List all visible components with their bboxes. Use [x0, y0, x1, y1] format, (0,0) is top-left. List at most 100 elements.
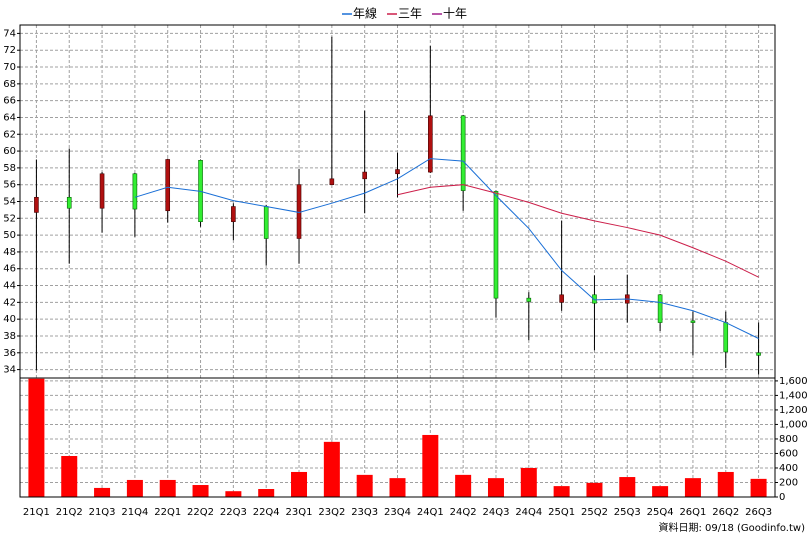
- x-tick-label: 22Q2: [187, 507, 214, 518]
- candle-body: [263, 206, 269, 239]
- bar: [389, 478, 406, 497]
- y2-tick-label: 400: [779, 463, 798, 474]
- y-tick-label: 42: [3, 297, 16, 308]
- candle-body: [493, 191, 499, 299]
- bar: [422, 434, 439, 497]
- candle-body: [756, 352, 761, 356]
- y-tick-label: 34: [3, 365, 16, 376]
- bar: [586, 482, 603, 497]
- x-tick-label: 21Q2: [56, 507, 83, 518]
- bar: [126, 479, 143, 497]
- candle-body: [34, 196, 39, 213]
- y2-tick-label: 200: [779, 477, 798, 488]
- candle-body: [526, 297, 532, 302]
- y-tick-label: 48: [3, 247, 16, 258]
- x-tick-label: 24Q2: [450, 507, 477, 518]
- candle-body: [132, 173, 138, 210]
- bar: [652, 486, 669, 497]
- candle-body: [329, 178, 335, 185]
- bar: [520, 467, 537, 497]
- candle-body: [362, 171, 367, 180]
- bar: [323, 441, 340, 497]
- bar: [717, 471, 734, 497]
- line-series: [397, 184, 759, 278]
- bar: [356, 474, 373, 497]
- bar: [192, 485, 209, 497]
- candle-body: [559, 294, 564, 303]
- candle-body: [592, 294, 597, 304]
- x-tick-label: 26Q1: [679, 507, 706, 518]
- x-tick-label: 21Q3: [89, 507, 116, 518]
- bar: [94, 487, 111, 497]
- y-tick-label: 52: [3, 213, 16, 224]
- x-tick-label: 25Q3: [614, 507, 641, 518]
- x-tick-label: 22Q3: [220, 507, 247, 518]
- y-tick-label: 36: [3, 348, 16, 359]
- plot-frame: [19, 24, 776, 498]
- bar: [61, 456, 78, 497]
- bar: [28, 378, 45, 497]
- x-tick-label: 26Q2: [712, 507, 739, 518]
- candle-body: [428, 115, 433, 173]
- y-tick-label: 46: [3, 264, 16, 275]
- x-tick-label: 25Q2: [581, 507, 608, 518]
- legend-label: 年線: [353, 6, 377, 21]
- x-tick-label: 23Q1: [286, 507, 313, 518]
- bar: [684, 478, 701, 497]
- y2-tick-label: 1,400: [779, 390, 808, 401]
- x-tick-label: 24Q4: [515, 507, 542, 518]
- bar: [455, 474, 472, 497]
- y2-tick-label: 1,200: [779, 405, 808, 416]
- candle-body: [657, 294, 663, 323]
- x-tick-label: 22Q1: [154, 507, 181, 518]
- y-tick-label: 40: [3, 314, 16, 325]
- y-tick-label: 68: [3, 79, 16, 90]
- candle-body: [231, 206, 236, 222]
- line-series: [134, 158, 759, 339]
- x-tick-label: 23Q4: [384, 507, 411, 518]
- x-tick-label: 22Q4: [253, 507, 280, 518]
- x-tick-label: 21Q4: [121, 507, 148, 518]
- bar: [225, 491, 242, 497]
- x-tick-label: 23Q2: [318, 507, 345, 518]
- y2-tick-label: 1,000: [779, 419, 808, 430]
- y-tick-label: 38: [3, 331, 16, 342]
- x-tick-label: 23Q3: [351, 507, 378, 518]
- y-tick-label: 60: [3, 146, 16, 157]
- y-tick-label: 50: [3, 230, 16, 241]
- y-tick-label: 56: [3, 180, 16, 191]
- candle-body: [723, 322, 729, 353]
- y-tick-label: 54: [3, 197, 16, 208]
- candle-body: [460, 115, 466, 191]
- y-tick-label: 74: [3, 28, 16, 39]
- y2-tick-label: 800: [779, 434, 798, 445]
- legend-label: 十年: [443, 7, 467, 21]
- y2-tick-label: 1,600: [779, 376, 808, 387]
- bar: [291, 471, 308, 497]
- y-tick-label: 72: [3, 45, 16, 56]
- x-tick-label: 21Q1: [23, 507, 50, 518]
- x-tick-label: 26Q3: [745, 507, 772, 518]
- y2-tick-label: 600: [779, 448, 798, 459]
- x-tick-label: 24Q3: [482, 507, 509, 518]
- candle-body: [165, 159, 171, 212]
- x-tick-label: 25Q1: [548, 507, 575, 518]
- bar: [159, 479, 176, 497]
- legend-label: 三年: [398, 7, 422, 21]
- bar: [750, 478, 767, 497]
- candle-body: [690, 320, 696, 323]
- footer: 資料日期: 09/18 (Goodinfo.tw): [658, 521, 805, 534]
- candle-body: [395, 169, 400, 175]
- x-tick-label: 25Q4: [647, 507, 674, 518]
- y-tick-label: 64: [3, 112, 16, 123]
- y-tick-label: 58: [3, 163, 16, 174]
- candle-body: [99, 173, 105, 209]
- bar: [487, 478, 504, 497]
- y-tick-label: 70: [3, 62, 16, 73]
- bar: [553, 486, 570, 497]
- y-tick-label: 66: [3, 96, 16, 107]
- y-tick-label: 44: [3, 281, 16, 292]
- candle-body: [66, 196, 72, 209]
- y2-tick-label: 0: [779, 492, 785, 503]
